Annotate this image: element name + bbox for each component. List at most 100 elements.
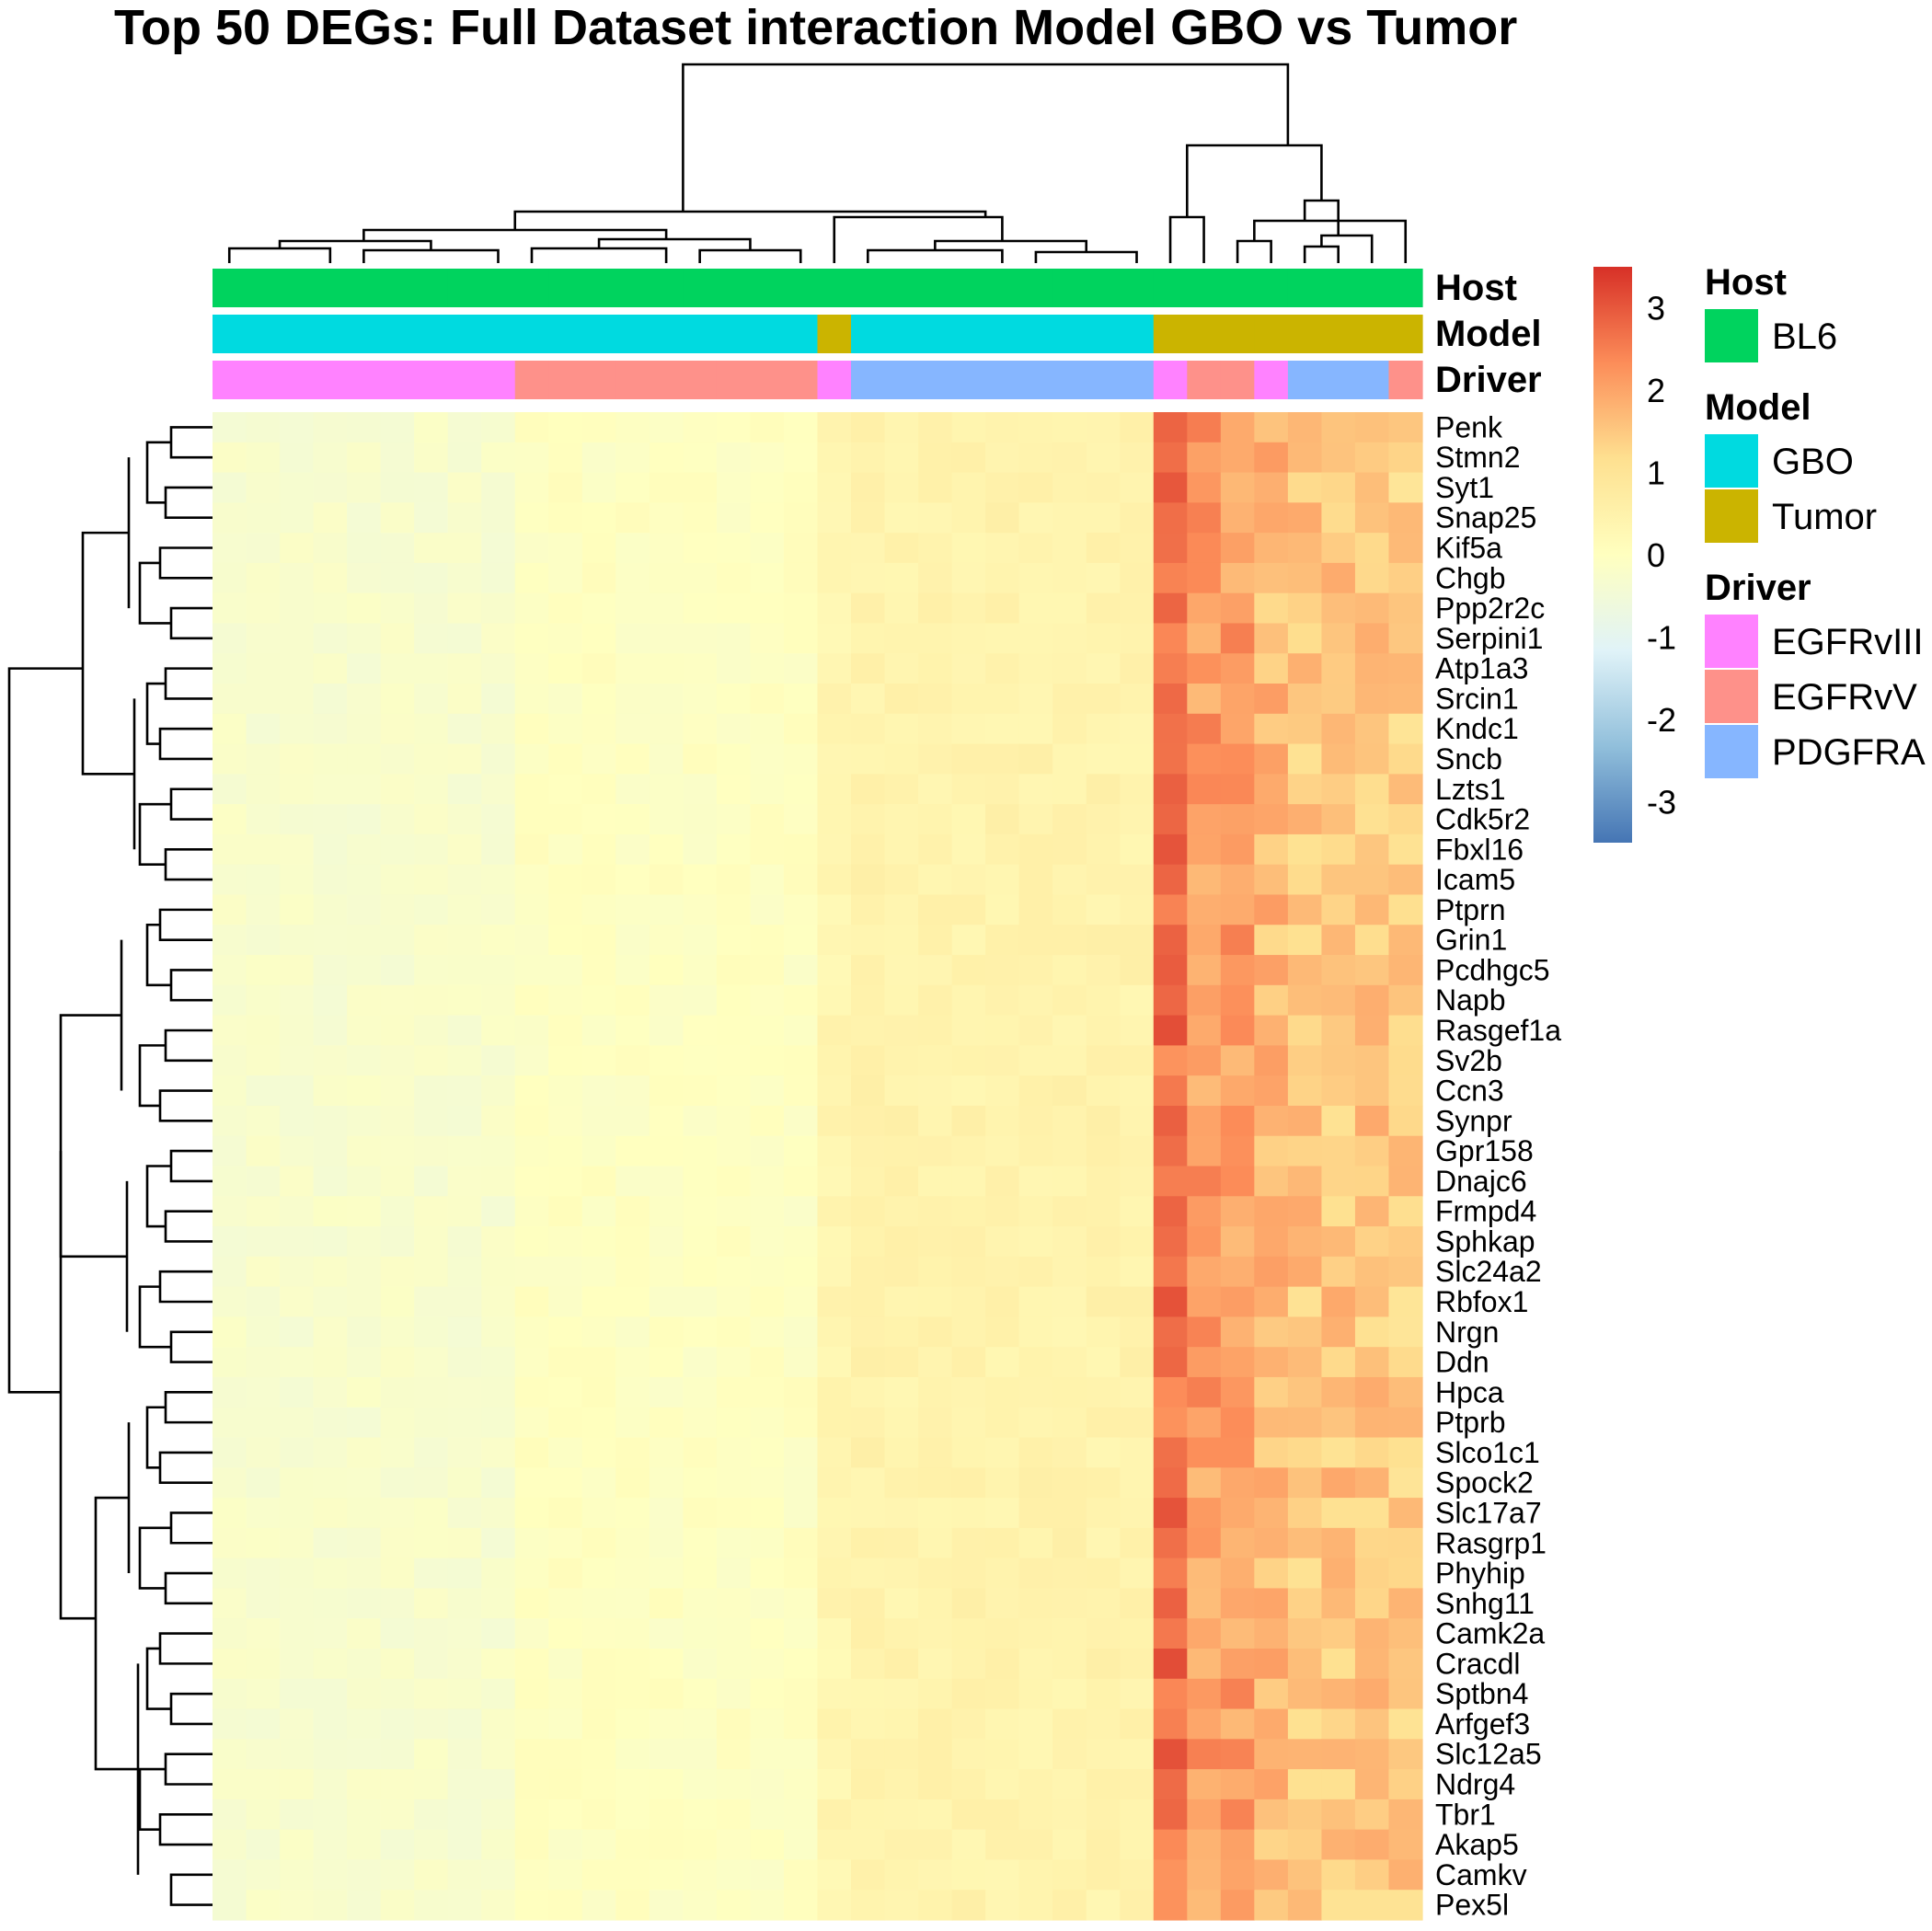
heatmap-cell — [716, 653, 752, 684]
legend-label: PDGFRA — [1772, 732, 1926, 773]
column-dendrogram-branch — [362, 248, 500, 263]
heatmap-cell — [683, 1799, 718, 1831]
heatmap-cell — [716, 1196, 752, 1227]
heatmap-cell — [918, 1498, 953, 1529]
heatmap-cell — [750, 1890, 785, 1921]
heatmap-cell — [1388, 774, 1423, 805]
heatmap-cell — [1086, 1890, 1121, 1921]
heatmap-cell — [1120, 1769, 1155, 1800]
heatmap-cell — [1018, 1226, 1053, 1258]
row-label: Synpr — [1435, 1104, 1512, 1137]
heatmap-cell — [1321, 1618, 1356, 1649]
heatmap-cell — [1086, 1799, 1121, 1831]
heatmap-cell — [313, 1135, 348, 1167]
heatmap-cell — [1287, 894, 1323, 925]
heatmap-cell — [313, 1376, 348, 1408]
heatmap-cell — [548, 1376, 583, 1408]
heatmap-cell — [783, 1075, 819, 1107]
heatmap-cell — [447, 1376, 482, 1408]
heatmap-cell — [447, 1075, 482, 1107]
heatmap-cell — [1220, 804, 1255, 835]
heatmap-cell — [514, 1829, 549, 1861]
heatmap-cell — [1354, 955, 1390, 986]
heatmap-cell — [884, 1648, 919, 1680]
row-dendrogram-branch — [158, 546, 213, 580]
heatmap-cell — [1254, 743, 1289, 775]
heatmap-cell — [649, 1105, 684, 1137]
heatmap-cell — [548, 1256, 583, 1288]
heatmap-cell — [985, 1769, 1020, 1800]
heatmap-cell — [447, 653, 482, 684]
heatmap-cell — [280, 1347, 315, 1378]
heatmap-cell — [649, 1316, 684, 1348]
heatmap-cell — [615, 653, 650, 684]
heatmap-cell — [1321, 533, 1356, 564]
heatmap-cell — [447, 1618, 482, 1649]
row-label: Ptprn — [1435, 893, 1505, 926]
heatmap-cell — [1153, 533, 1188, 564]
heatmap-cell — [1086, 984, 1121, 1017]
heatmap-cell — [1153, 442, 1188, 474]
heatmap-cell — [246, 925, 281, 956]
heatmap-cell — [1018, 1075, 1053, 1107]
heatmap-cell — [716, 1075, 752, 1107]
heatmap-cell — [1187, 1648, 1222, 1680]
heatmap-cell — [447, 1890, 482, 1921]
heatmap-cell — [213, 1467, 247, 1499]
heatmap-cell — [750, 1859, 785, 1891]
heatmap-cell — [280, 1769, 315, 1800]
heatmap-cell — [951, 1527, 986, 1559]
heatmap-cell — [380, 713, 415, 745]
row-dendrogram-branch — [169, 606, 213, 640]
heatmap-cell — [548, 1618, 583, 1649]
heatmap-cell — [347, 1829, 382, 1861]
heatmap-cell — [884, 743, 919, 775]
heatmap-cell — [1018, 1588, 1053, 1619]
annotation-cell-model — [1354, 315, 1390, 353]
heatmap-cell — [918, 955, 953, 986]
heatmap-cell — [683, 1890, 718, 1921]
annotation-cell-driver — [951, 361, 986, 399]
heatmap-cell — [1254, 833, 1289, 866]
heatmap-cell — [1187, 502, 1222, 534]
annotation-cell-model — [918, 315, 953, 353]
annotation-cell-host — [481, 269, 516, 307]
heatmap-cell — [1187, 894, 1222, 925]
heatmap-cell — [481, 533, 516, 564]
heatmap-cell — [1120, 774, 1155, 805]
heatmap-cell — [1321, 1045, 1356, 1076]
heatmap-cell — [851, 1588, 886, 1619]
heatmap-cell — [1187, 1588, 1222, 1619]
heatmap-cell — [1187, 1527, 1222, 1559]
heatmap-cell — [1220, 743, 1255, 775]
annotation-cell-host — [1187, 269, 1222, 307]
annotation-cell-model — [1388, 315, 1423, 353]
heatmap-cell — [581, 1708, 616, 1740]
heatmap-cell — [313, 533, 348, 564]
heatmap-cell — [985, 1135, 1020, 1167]
heatmap-cell — [985, 1166, 1020, 1197]
heatmap-cell — [581, 1316, 616, 1348]
heatmap-cell — [716, 562, 752, 594]
heatmap-cell — [514, 1286, 549, 1317]
annotation-cell-model — [1153, 315, 1188, 353]
heatmap-cell — [1153, 925, 1188, 956]
heatmap-cell — [1388, 1347, 1423, 1378]
heatmap-cell — [548, 533, 583, 564]
heatmap-cell — [414, 684, 449, 715]
heatmap-cell — [918, 653, 953, 684]
annotation-cell-host — [514, 269, 549, 307]
heatmap-cell — [380, 1135, 415, 1167]
heatmap-cell — [1052, 955, 1087, 986]
heatmap-cell — [1187, 1739, 1222, 1770]
heatmap-cell — [951, 1407, 986, 1439]
heatmap-cell — [581, 1588, 616, 1619]
heatmap-cell — [683, 1347, 718, 1378]
heatmap-cell — [615, 1286, 650, 1317]
heatmap-cell — [750, 713, 785, 745]
heatmap-cell — [1388, 1045, 1423, 1076]
heatmap-cell — [649, 1588, 684, 1619]
heatmap-cell — [716, 1829, 752, 1861]
heatmap-cell — [1354, 472, 1390, 503]
heatmap-cell — [683, 472, 718, 503]
